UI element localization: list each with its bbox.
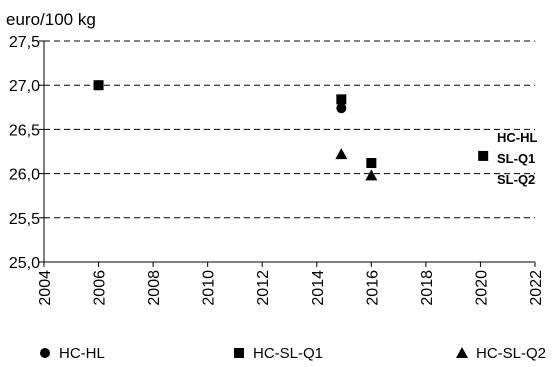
y-tick-label: 27,5 [9, 34, 40, 51]
x-tick-label: 2020 [473, 270, 490, 306]
legend-label: HC-SL-Q2 [476, 345, 546, 362]
y-tick-label: 25,0 [9, 255, 40, 272]
x-tick-label: 2006 [92, 270, 109, 306]
x-tick-label: 2018 [419, 270, 436, 306]
x-tick-label: 2016 [364, 270, 381, 306]
data-point-hc-sl-q1 [366, 157, 377, 168]
legend-label: HC-SL-Q1 [253, 345, 323, 362]
side-label: HC-HL [497, 130, 537, 145]
legend-marker-hc-hl [40, 348, 50, 358]
legend-marker-hc-sl-q1 [234, 348, 244, 358]
data-point-hc-sl-q1 [93, 80, 104, 91]
side-label: SL-Q1 [497, 151, 535, 166]
data-point-hc-sl-q1 [336, 94, 347, 105]
side-label: SL-Q2 [497, 172, 535, 187]
x-tick-label: 2004 [37, 270, 54, 306]
legend-marker-hc-sl-q2 [456, 347, 468, 358]
x-tick-label: 2014 [310, 270, 327, 306]
data-point-hc-sl-q2 [335, 148, 348, 160]
y-tick-label: 26,0 [9, 167, 40, 184]
y-tick-label: 26,5 [9, 122, 40, 139]
y-tick-label: 27,0 [9, 78, 40, 95]
x-tick-label: 2012 [255, 270, 272, 306]
y-axis-unit-label: euro/100 kg [6, 10, 96, 29]
legend-label: HC-HL [59, 345, 105, 362]
x-tick-label: 2022 [528, 270, 545, 306]
x-tick-label: 2008 [146, 270, 163, 306]
data-point-hc-sl-q1 [478, 150, 489, 161]
y-tick-label: 25,5 [9, 211, 40, 228]
x-tick-label: 2010 [201, 270, 218, 306]
data-point-hc-hl [336, 103, 347, 114]
data-point-hc-sl-q2 [365, 169, 378, 181]
